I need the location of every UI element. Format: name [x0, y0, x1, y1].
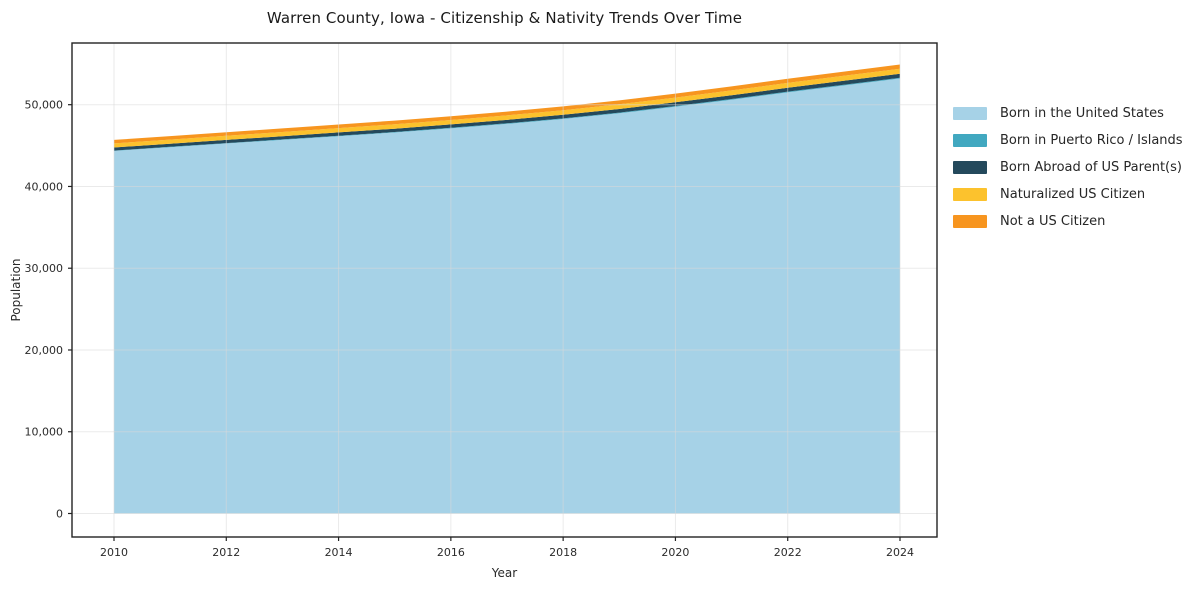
plot-frame — [71, 42, 938, 538]
y-tick-label: 50,000 — [25, 99, 64, 112]
legend-swatch-icon — [953, 161, 987, 174]
legend-item: Born in Puerto Rico / Islands — [953, 127, 1183, 154]
y-tick-label: 0 — [56, 508, 63, 521]
area-series-2 — [114, 73, 900, 151]
x-tick-label: 2010 — [100, 546, 128, 559]
y-tick-label: 30,000 — [25, 262, 64, 275]
x-tick-label: 2016 — [437, 546, 465, 559]
x-tick-label: 2024 — [886, 546, 914, 559]
x-tick-label: 2012 — [212, 546, 240, 559]
legend-swatch-icon — [953, 134, 987, 147]
legend: Born in the United States Born in Puerto… — [953, 100, 1183, 235]
legend-item-label: Born in Puerto Rico / Islands — [1000, 133, 1183, 148]
legend-item: Born in the United States — [953, 100, 1183, 127]
x-axis-label: Year — [491, 566, 518, 580]
legend-swatch-icon — [953, 188, 987, 201]
x-tick-label: 2014 — [325, 546, 353, 559]
y-axis-label: Population — [9, 258, 23, 322]
y-tick-label: 40,000 — [25, 180, 64, 193]
legend-item-label: Born Abroad of US Parent(s) — [1000, 160, 1182, 175]
legend-swatch-icon — [953, 215, 987, 228]
legend-item-label: Born in the United States — [1000, 106, 1164, 121]
legend-item-label: Naturalized US Citizen — [1000, 187, 1146, 202]
legend-item: Naturalized US Citizen — [953, 181, 1183, 208]
legend-item: Born Abroad of US Parent(s) — [953, 154, 1183, 181]
x-tick-label: 2018 — [549, 546, 577, 559]
x-tick-label: 2022 — [774, 546, 802, 559]
y-tick-label: 10,000 — [25, 426, 64, 439]
legend-swatch-icon — [953, 107, 987, 120]
x-tick-label: 2020 — [661, 546, 689, 559]
area-series-4 — [114, 64, 900, 144]
chart-title: Warren County, Iowa - Citizenship & Nati… — [266, 9, 743, 27]
area-series-3 — [114, 68, 900, 148]
legend-item: Not a US Citizen — [953, 208, 1183, 235]
y-tick-label: 20,000 — [25, 344, 64, 357]
legend-item-label: Not a US Citizen — [1000, 214, 1106, 229]
area-series-0 — [114, 78, 900, 514]
